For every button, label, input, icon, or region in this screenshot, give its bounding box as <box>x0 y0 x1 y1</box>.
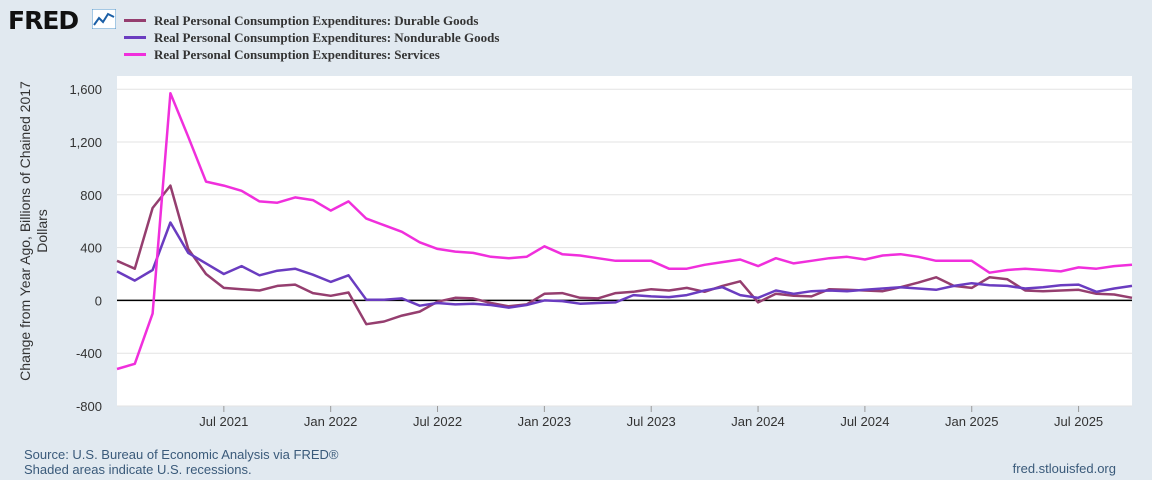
footer-source: Source: U.S. Bureau of Economic Analysis… <box>24 447 338 477</box>
y-tick-label: 1,200 <box>69 135 102 150</box>
y-tick-label: 400 <box>80 241 102 256</box>
legend-label-durable: Real Personal Consumption Expenditures: … <box>154 12 479 28</box>
x-tick-label: Jul 2024 <box>840 414 889 429</box>
recession-note: Shaded areas indicate U.S. recessions. <box>24 462 252 477</box>
plot-area <box>117 76 1132 406</box>
chart-legend: Real Personal Consumption Expenditures: … <box>124 12 499 63</box>
legend-item-nondurable[interactable]: Real Personal Consumption Expenditures: … <box>124 29 499 46</box>
legend-label-services: Real Personal Consumption Expenditures: … <box>154 46 440 62</box>
grid-lines <box>117 88 1132 407</box>
footer-url[interactable]: fred.stlouisfed.org <box>1012 461 1116 476</box>
y-tick-label: -800 <box>76 399 102 414</box>
legend-swatch-services <box>124 53 146 56</box>
y-axis-label-line2: Dollars <box>34 209 50 253</box>
y-axis-label: Change from Year Ago, Billions of Chaine… <box>17 81 50 381</box>
x-tick-label: Jan 2023 <box>518 414 572 429</box>
legend-swatch-nondurable <box>124 36 146 39</box>
y-tick-label: 800 <box>80 188 102 203</box>
chart-canvas: -800 -400 0 400 800 1,200 1,600 Jul 2021 Jan 20… <box>17 76 1133 429</box>
legend-label-nondurable: Real Personal Consumption Expenditures: … <box>154 29 500 45</box>
x-tick-label: Jul 2022 <box>413 414 462 429</box>
x-tick-label: Jul 2023 <box>627 414 676 429</box>
legend-item-durable[interactable]: Real Personal Consumption Expenditures: … <box>124 12 499 29</box>
x-tick-label: Jan 2022 <box>304 414 358 429</box>
y-tick-label: 0 <box>95 293 102 308</box>
legend-item-services[interactable]: Real Personal Consumption Expenditures: … <box>124 46 499 63</box>
x-tick-label: Jan 2024 <box>731 414 785 429</box>
x-axis-ticks: Jul 2021 Jan 2022 Jul 2022 Jan 2023 Jul 2023… <box>199 406 1103 429</box>
y-tick-label: -400 <box>76 346 102 361</box>
y-axis-ticks: -800 -400 0 400 800 1,200 1,600 <box>69 82 102 414</box>
series-lines <box>116 91 1133 371</box>
series-line-durable <box>116 184 1133 326</box>
series-line-services <box>116 91 1133 371</box>
series-line-nondurable <box>116 221 1133 309</box>
fred-logo[interactable]: FRED <box>8 6 79 35</box>
x-tick-label: Jul 2021 <box>199 414 248 429</box>
y-axis-label-line1: Change from Year Ago, Billions of Chaine… <box>17 81 33 381</box>
legend-swatch-durable <box>124 19 146 22</box>
chart-line-icon <box>92 9 116 29</box>
source-text: Source: U.S. Bureau of Economic Analysis… <box>24 447 339 462</box>
x-tick-label: Jan 2025 <box>945 414 999 429</box>
x-tick-label: Jul 2025 <box>1054 414 1103 429</box>
y-tick-label: 1,600 <box>69 82 102 97</box>
